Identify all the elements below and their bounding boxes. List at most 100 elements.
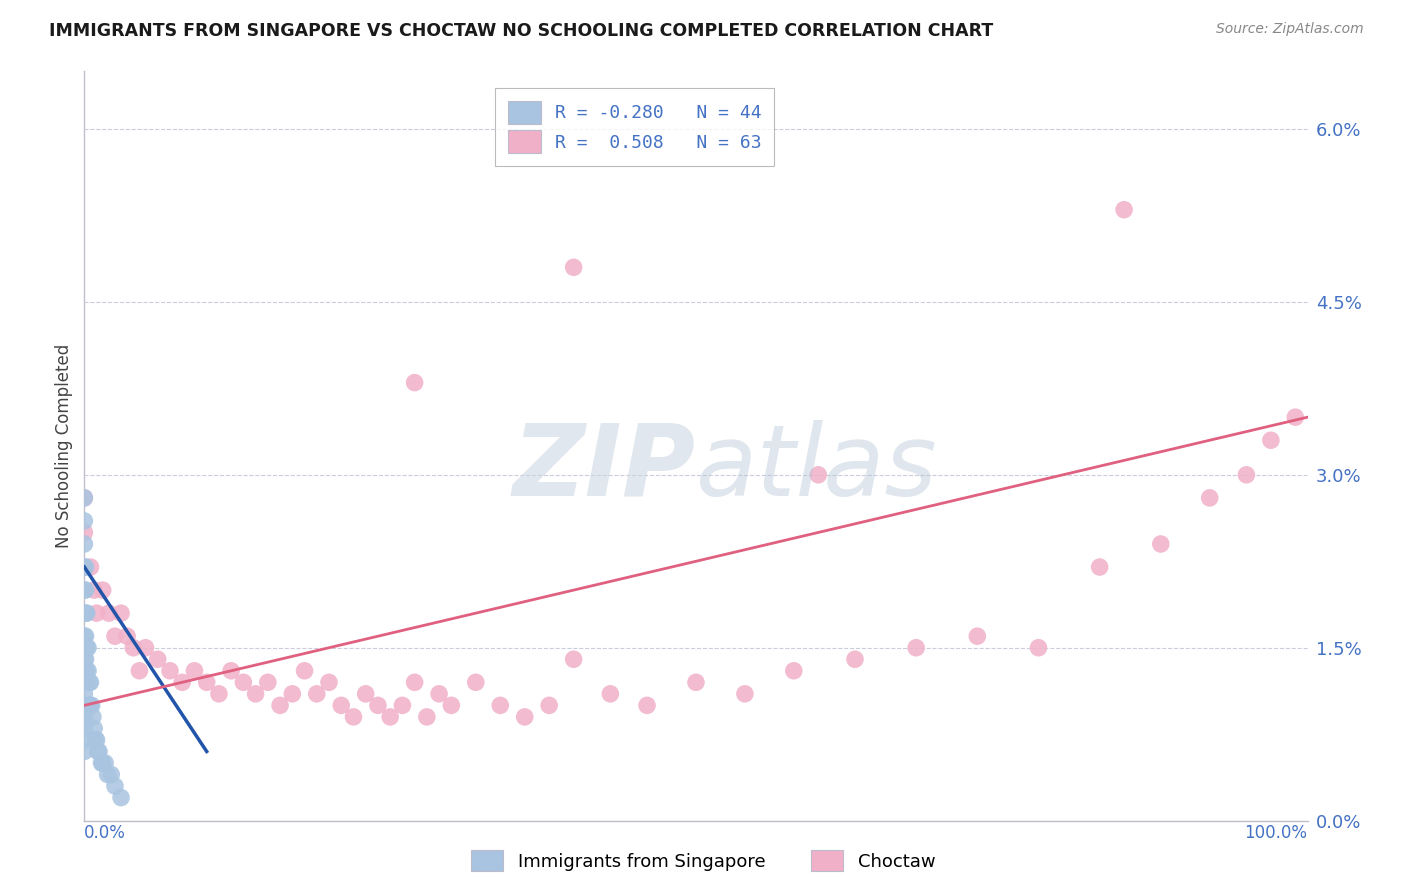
Point [128,664,150,678]
Point [354,687,377,701]
Point [73,722,96,736]
Point [172,675,194,690]
Point [1198,491,1220,505]
Point [115,629,138,643]
Point [734,687,756,701]
Point [83,583,105,598]
Point [110,606,132,620]
Point [807,467,830,482]
Point [538,698,561,713]
Point [110,790,132,805]
Point [73,491,96,505]
Point [562,260,585,275]
Point [464,675,486,690]
Point [76,664,98,678]
Point [342,710,364,724]
Point [100,767,122,781]
Text: IMMIGRANTS FROM SINGAPORE VS CHOCTAW NO SCHOOLING COMPLETED CORRELATION CHART: IMMIGRANTS FROM SINGAPORE VS CHOCTAW NO … [49,22,994,40]
Point [79,560,101,574]
Point [135,640,157,655]
Point [966,629,988,643]
Point [195,675,218,690]
Point [232,675,254,690]
Point [783,664,806,678]
Point [1028,640,1050,655]
Legend: R = -0.280   N = 44, R =  0.508   N = 63: R = -0.280 N = 44, R = 0.508 N = 63 [495,88,775,166]
Point [245,687,267,701]
Point [73,606,96,620]
Point [84,733,107,747]
Point [1260,434,1282,448]
Point [208,687,231,701]
Point [91,583,114,598]
Point [75,560,97,574]
Point [86,606,108,620]
Point [73,710,96,724]
Point [636,698,658,713]
Point [404,376,426,390]
Point [76,606,98,620]
Legend: Immigrants from Singapore, Choctaw: Immigrants from Singapore, Choctaw [464,843,942,879]
Point [76,640,98,655]
Point [562,652,585,666]
Point [122,640,145,655]
Point [79,675,101,690]
Point [905,640,928,655]
Point [219,664,242,678]
Point [844,652,866,666]
Point [183,664,205,678]
Point [513,710,536,724]
Point [73,537,96,551]
Point [83,722,105,736]
Point [294,664,316,678]
Point [90,756,112,770]
Point [367,698,389,713]
Point [1114,202,1136,217]
Point [73,687,96,701]
Text: atlas: atlas [696,420,938,517]
Point [159,664,181,678]
Point [1150,537,1173,551]
Point [79,698,101,713]
Point [73,675,96,690]
Point [73,560,96,574]
Point [73,560,96,574]
Point [75,583,97,598]
Point [86,733,108,747]
Point [427,687,450,701]
Point [73,525,96,540]
Point [87,744,110,758]
Point [404,675,426,690]
Point [489,698,512,713]
Point [94,756,117,770]
Point [104,629,127,643]
Text: 100.0%: 100.0% [1244,823,1308,842]
Point [416,710,439,724]
Point [75,606,97,620]
Point [82,710,104,724]
Point [97,767,120,781]
Point [77,698,100,713]
Point [73,744,96,758]
Point [73,629,96,643]
Point [1236,467,1258,482]
Point [73,491,96,505]
Point [87,744,110,758]
Point [73,698,96,713]
Point [97,606,120,620]
Point [330,698,353,713]
Point [77,675,100,690]
Point [269,698,291,713]
Point [146,652,169,666]
Y-axis label: No Schooling Completed: No Schooling Completed [55,344,73,548]
Point [1088,560,1111,574]
Point [599,687,621,701]
Point [281,687,304,701]
Point [73,733,96,747]
Point [73,664,96,678]
Point [685,675,707,690]
Point [104,779,127,793]
Text: ZIP: ZIP [513,420,696,517]
Text: Source: ZipAtlas.com: Source: ZipAtlas.com [1216,22,1364,37]
Point [91,756,114,770]
